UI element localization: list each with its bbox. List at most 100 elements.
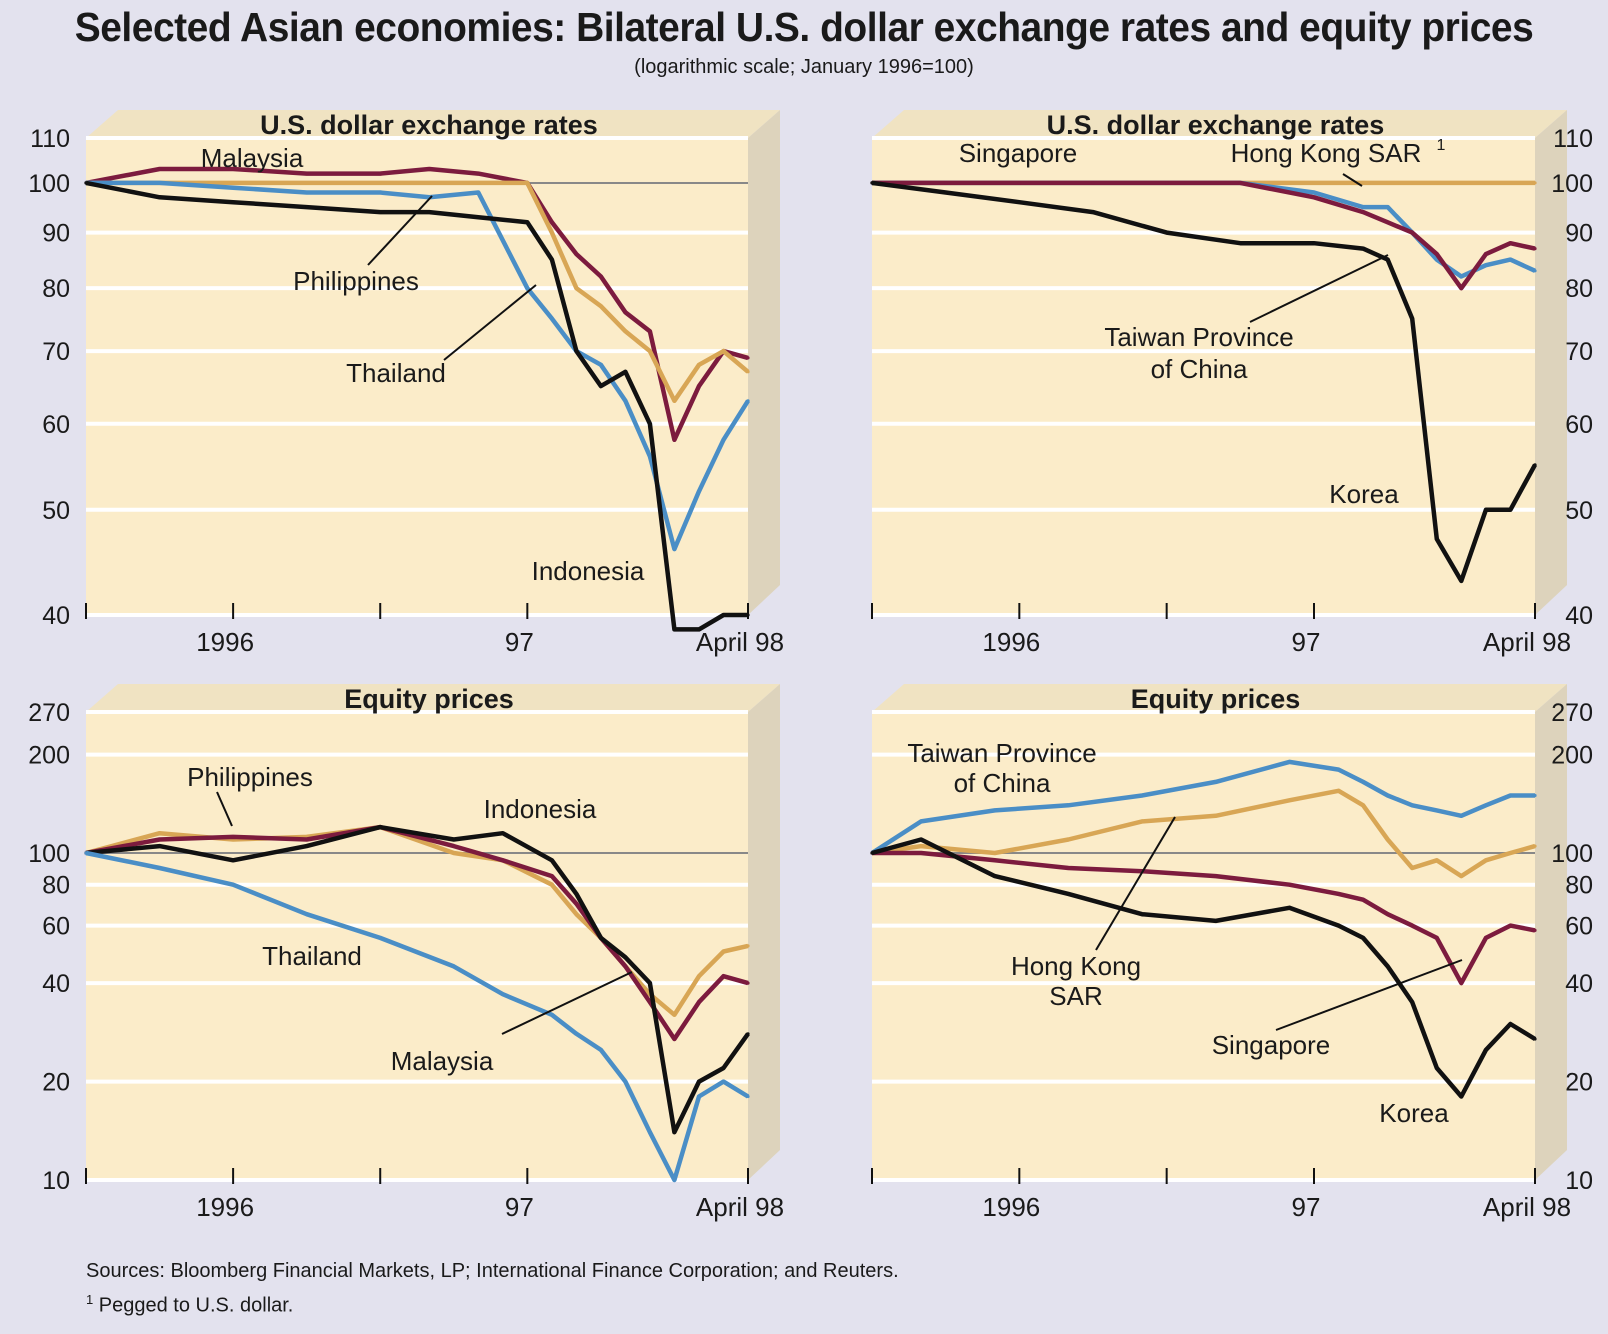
series-line — [871, 837, 1537, 1099]
data-point — [697, 1080, 701, 1084]
data-point — [1508, 851, 1512, 855]
data-point — [574, 286, 579, 290]
data-point — [1337, 768, 1341, 772]
y-tick-label: 100 — [28, 840, 70, 868]
data-point — [158, 831, 162, 835]
y-tick-label: 20 — [1565, 1069, 1593, 1097]
panel-top-face — [86, 684, 780, 712]
data-point — [1386, 912, 1390, 916]
data-point — [1386, 205, 1390, 209]
data-point — [623, 1080, 628, 1084]
data-point — [919, 819, 923, 824]
data-point — [1066, 803, 1070, 807]
data-point — [305, 844, 309, 848]
data-point — [623, 399, 628, 403]
data-point — [746, 613, 750, 617]
data-point — [476, 190, 480, 195]
data-point — [476, 172, 480, 176]
data-point — [697, 1000, 701, 1004]
data-point — [1410, 181, 1414, 185]
page-title: Selected Asian economies: Bilateral U.S.… — [74, 4, 1534, 50]
series-korea — [870, 837, 1537, 1099]
data-point — [1508, 793, 1512, 798]
data-point — [305, 181, 309, 185]
data-point — [1312, 190, 1316, 195]
data-point — [84, 181, 88, 185]
data-point — [305, 172, 309, 176]
data-point — [944, 181, 948, 185]
series-label: Taiwan Province — [1104, 322, 1293, 352]
data-point — [1533, 247, 1537, 251]
data-point — [746, 981, 750, 985]
leader-line — [443, 284, 537, 361]
data-point — [1361, 205, 1365, 209]
data-point — [1484, 858, 1488, 862]
y-tick-label: 200 — [1551, 742, 1593, 770]
series-philippines — [84, 180, 750, 404]
data-point — [1214, 814, 1218, 818]
data-point — [1386, 837, 1390, 842]
series-label: of China — [954, 768, 1051, 798]
data-point — [1459, 181, 1463, 185]
data-point — [574, 902, 579, 906]
data-point — [378, 181, 382, 185]
series-label: Hong Kong — [1011, 951, 1141, 981]
data-point — [1484, 263, 1488, 267]
data-point — [1459, 274, 1463, 279]
data-point — [746, 399, 750, 403]
x-tick-label: 1996 — [982, 1192, 1040, 1222]
data-point — [427, 181, 431, 185]
y-tick-label: 110 — [1553, 125, 1593, 153]
panel-side-face — [748, 110, 780, 615]
series-label: Indonesia — [484, 794, 597, 824]
data-point — [870, 181, 874, 185]
y-tick-label: 90 — [1565, 220, 1593, 248]
data-point — [648, 329, 652, 333]
data-point — [378, 825, 382, 829]
data-point — [452, 964, 456, 969]
data-point — [574, 912, 579, 916]
data-point — [1017, 181, 1021, 185]
data-point — [550, 874, 554, 878]
y-tick-label: 100 — [1551, 840, 1593, 868]
data-point — [1410, 1000, 1414, 1004]
data-point — [721, 949, 726, 954]
series-label: Malaysia — [201, 143, 304, 173]
data-point — [1361, 898, 1365, 902]
series-label: 1 — [1437, 137, 1446, 154]
data-point — [158, 195, 162, 199]
footnote-marker: 1 — [86, 1292, 94, 1307]
data-point — [648, 422, 652, 426]
data-point — [721, 1080, 726, 1084]
data-point — [231, 186, 235, 190]
data-point — [1484, 508, 1488, 512]
data-point — [1435, 936, 1439, 940]
data-point — [623, 964, 628, 969]
data-point — [919, 851, 923, 855]
data-point — [1435, 537, 1439, 541]
data-point — [231, 167, 235, 171]
data-point — [1386, 258, 1390, 262]
data-point — [1140, 793, 1144, 798]
series-label: Singapore — [1212, 1030, 1331, 1060]
data-point — [1312, 195, 1316, 199]
data-point — [1337, 789, 1341, 793]
data-point — [1361, 210, 1365, 214]
x-tick-label: 97 — [1292, 627, 1321, 657]
footnote-text: Pegged to U.S. dollar. — [98, 1294, 294, 1317]
data-point — [648, 981, 652, 985]
series-label: SAR — [1049, 981, 1102, 1011]
data-point — [746, 370, 750, 374]
data-point — [1017, 200, 1021, 204]
panel-side-face — [1535, 110, 1567, 615]
panel-top-face — [872, 110, 1567, 138]
data-point — [672, 438, 677, 442]
panel-title: U.S. dollar exchange rates — [1047, 110, 1385, 140]
data-point — [746, 1094, 750, 1099]
x-tick-label: 1996 — [196, 1192, 254, 1222]
data-point — [1066, 892, 1070, 896]
data-point — [993, 858, 997, 862]
data-point — [574, 1032, 579, 1036]
series-korea — [870, 180, 1537, 584]
data-point — [305, 912, 309, 916]
